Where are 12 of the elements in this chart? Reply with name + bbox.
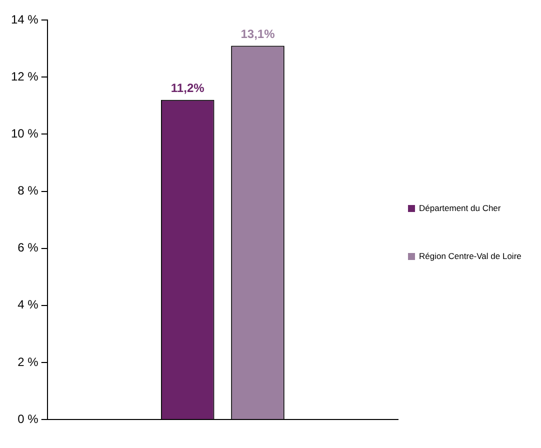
y-tick-label: 2 %	[18, 354, 39, 369]
y-tick-label: 12 %	[10, 69, 39, 84]
data-label: 11,2%	[170, 81, 205, 96]
y-tick-label: 14 %	[10, 12, 39, 26]
data-label: 13,1%	[240, 27, 276, 41]
legend-label: Département du Cher	[419, 203, 501, 213]
legend-label: Région Centre-Val de Loire	[419, 251, 522, 261]
y-tick-label: 4 %	[18, 298, 39, 312]
y-tick-label: 6 %	[18, 240, 39, 255]
y-tick-label: 8 %	[18, 184, 39, 198]
y-tick-label: 0 %	[18, 412, 39, 426]
y-tick-label: 10 %	[10, 126, 39, 140]
